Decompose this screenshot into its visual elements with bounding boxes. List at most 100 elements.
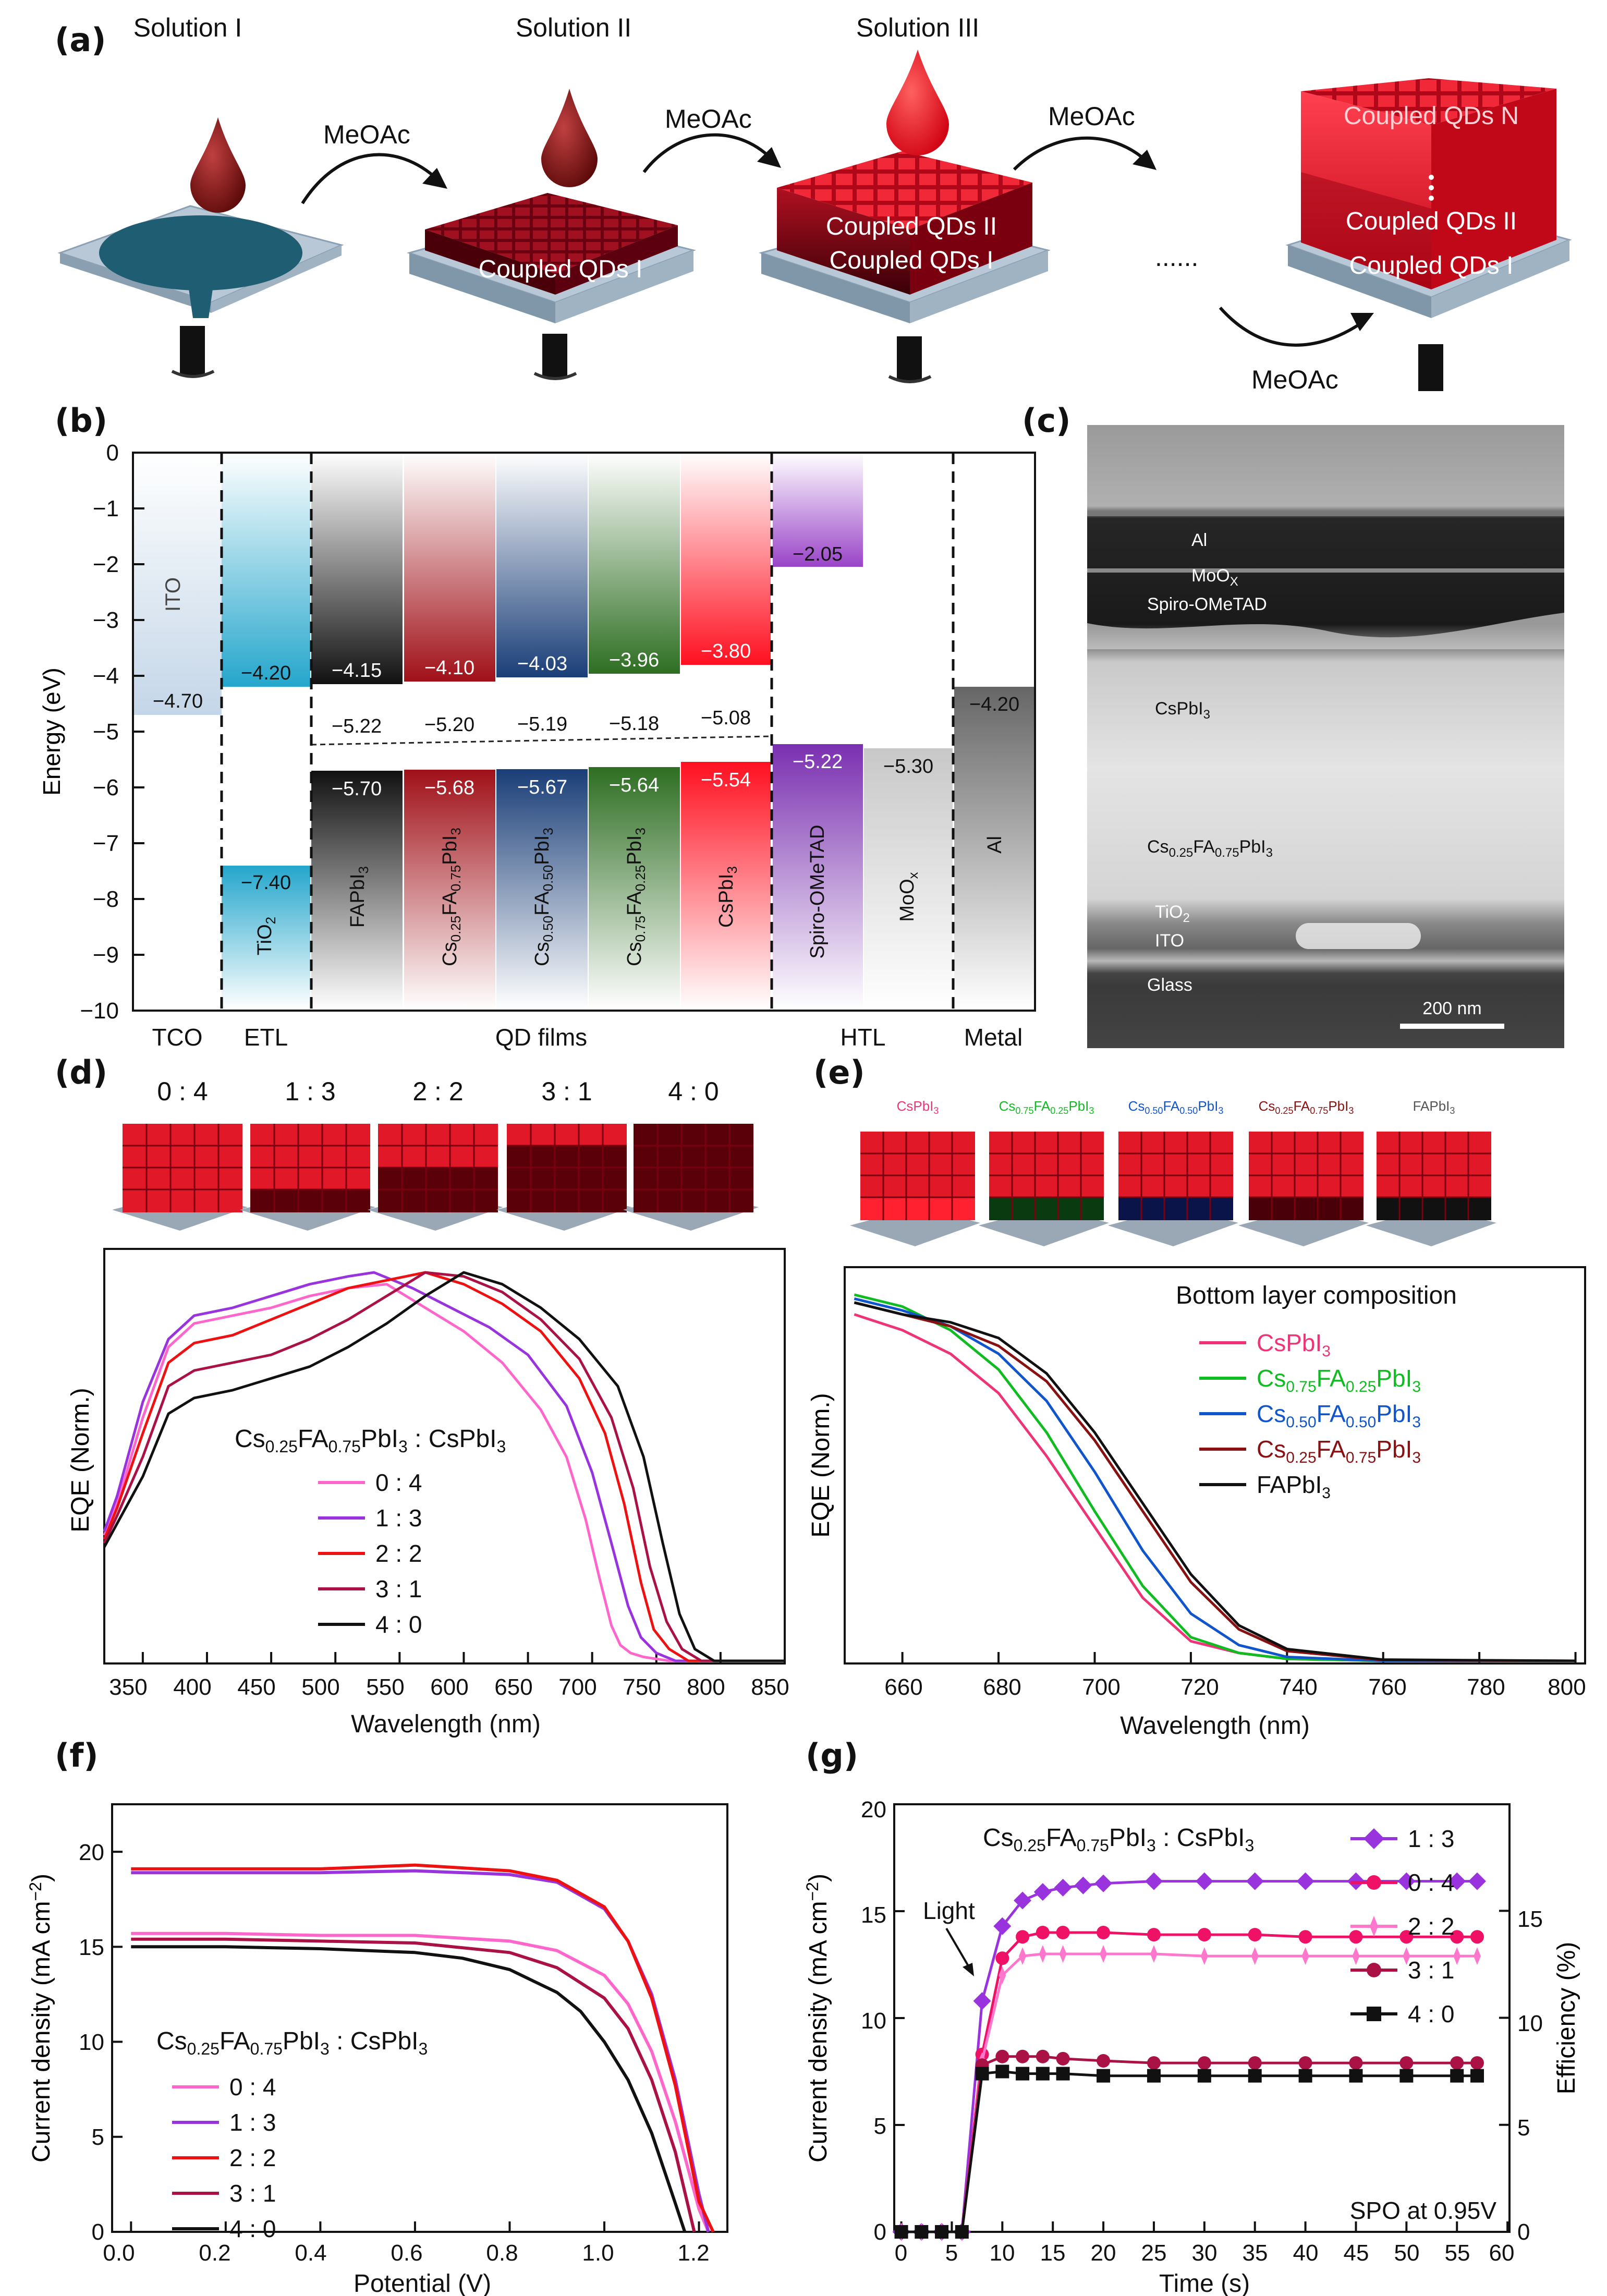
legend: 0 : 4 1 : 3 2 : 2 3 : 1 4 : 0 <box>318 1469 422 1638</box>
data-point <box>1056 2067 1070 2081</box>
x-tick: 35 <box>1243 2240 1268 2266</box>
data-point <box>1349 2056 1363 2070</box>
data-point <box>1468 1872 1486 1890</box>
qd-2-label-sn: Coupled QDs II <box>1346 208 1517 235</box>
data-point <box>1301 1947 1309 1965</box>
series-line-4 <box>131 1937 696 2232</box>
ito-name: ITO <box>162 577 185 612</box>
category-tco: TCO <box>152 1024 202 1051</box>
qd-1-label-s3: Coupled QDs I <box>830 247 994 274</box>
tem-spiro-label: Spiro-OMeTAD <box>1147 594 1267 614</box>
y-tick-right: 15 <box>1517 1906 1543 1932</box>
x-tick: 0 <box>895 2240 907 2266</box>
data-point <box>1397 1872 1416 1890</box>
fapbi3-vb-bar <box>311 771 403 1010</box>
data-point <box>1014 1891 1032 1910</box>
data-point <box>1100 1945 1107 1963</box>
cs25-cb-value: −4.10 <box>424 657 474 679</box>
data-point <box>1147 2056 1161 2070</box>
legend-label: 0 : 4 <box>375 1469 422 1496</box>
legend-marker <box>1367 1875 1381 1890</box>
cube-bottom-layer <box>1377 1197 1491 1220</box>
x-tick: 55 <box>1445 2240 1470 2266</box>
tem-tio2-label: TiO2 <box>1155 902 1190 925</box>
stage-3 <box>758 50 1051 383</box>
data-point <box>955 2225 969 2239</box>
series-line-5 <box>854 1301 1576 1662</box>
series-line-2 <box>854 1293 1576 1662</box>
legend-label: 3 : 1 <box>1408 1957 1455 1984</box>
legend-label: 0 : 4 <box>229 2073 276 2100</box>
y-tick: 5 <box>92 2124 104 2150</box>
y-tick-left: 20 <box>861 1797 886 1823</box>
composition-cubes <box>850 1132 1496 1246</box>
x-tick: 450 <box>237 1674 275 1700</box>
x-tick: 550 <box>366 1674 404 1700</box>
x-tick: 60 <box>1489 2240 1515 2266</box>
cs75-name: Cs0.75FA0.25PbI3 <box>624 828 648 966</box>
legend-label: FAPbI3 <box>1257 1471 1331 1502</box>
cube-label: Cs0.75FA0.25PbI3 <box>999 1098 1094 1116</box>
series-line-5 <box>131 1945 687 2232</box>
spiro-name: Spiro-OMeTAD <box>807 825 829 959</box>
category-etl: ETL <box>244 1024 288 1051</box>
spo-annotation: SPO at 0.95V <box>1350 2197 1497 2224</box>
solution-2-label: Solution II <box>516 13 631 42</box>
legend-marker <box>1370 1916 1378 1937</box>
ratio-cubes <box>112 1124 759 1231</box>
tio2-vb-value: −7.40 <box>241 872 291 894</box>
meoac-label-4: MeOAc <box>1251 365 1338 394</box>
ratio-label: 4 : 0 <box>668 1077 719 1106</box>
y-tick: −2 <box>93 552 119 577</box>
ellipsis: ...... <box>1155 242 1198 272</box>
category-htl: HTL <box>841 1024 886 1051</box>
cs50-cb-value: −4.03 <box>517 653 567 675</box>
data-point <box>1450 2069 1464 2083</box>
data-point <box>1059 1945 1067 1963</box>
qd-2-label-s3: Coupled QDs II <box>826 213 997 240</box>
series-line-2 <box>103 1271 785 1662</box>
legend-label: 3 : 1 <box>229 2180 276 2207</box>
x-tick: 780 <box>1467 1674 1505 1700</box>
y-axis-label-right: Efficiency (%) <box>1553 1942 1580 2095</box>
data-point <box>1470 2069 1484 2083</box>
tio2-cb-value: −4.20 <box>241 662 291 684</box>
x-tick: 660 <box>884 1674 922 1700</box>
data-point <box>1298 2056 1312 2070</box>
x-tick: 50 <box>1394 2240 1420 2266</box>
x-axis-label: Wavelength (nm) <box>351 1710 541 1738</box>
data-point <box>915 2225 929 2239</box>
x-tick: 0.4 <box>295 2240 326 2266</box>
y-tick-right: 5 <box>1517 2115 1530 2141</box>
plot-frame <box>103 1248 786 1665</box>
y-tick: −6 <box>93 775 119 800</box>
panel-f: 0.0 0.2 0.4 0.6 0.8 1.0 1.2 Potential (V… <box>26 1803 728 2296</box>
data-point <box>1453 1947 1461 1965</box>
data-point <box>1074 1876 1092 1894</box>
tem-al-label: Al <box>1191 530 1207 550</box>
fapbi3-name: FAPbI3 <box>347 866 371 928</box>
light-arrow <box>945 1927 971 1970</box>
series-line-3 <box>103 1271 785 1662</box>
series-line-1 <box>131 1931 710 2233</box>
legend: CsPbI3 Cs0.75FA0.25PbI3 Cs0.50FA0.50PbI3 Cs… <box>1199 1329 1421 1502</box>
data-point <box>1246 1872 1264 1890</box>
data-point <box>1450 1930 1464 1944</box>
cs50-fermi-value: −5.19 <box>517 713 567 735</box>
x-tick: 750 <box>623 1674 661 1700</box>
cs25-fermi-value: −5.20 <box>424 714 474 736</box>
x-tick: 760 <box>1368 1674 1406 1700</box>
fapbi3-cb-value: −4.15 <box>332 660 382 682</box>
x-tick: 400 <box>173 1674 211 1700</box>
data-point <box>1473 1947 1481 1965</box>
data-point <box>1056 1926 1070 1939</box>
data-point <box>1195 1872 1213 1890</box>
arrow-2 <box>642 133 773 173</box>
al-bar <box>954 687 1035 1010</box>
data-point <box>1019 1947 1027 1965</box>
y-axis-label: EQE (Norm.) <box>807 1393 835 1537</box>
light-annotation: Light <box>923 1897 975 1924</box>
cs75-vb-bar <box>589 767 680 1010</box>
y-tick-left: 0 <box>874 2219 886 2245</box>
data-point <box>1036 2049 1050 2063</box>
